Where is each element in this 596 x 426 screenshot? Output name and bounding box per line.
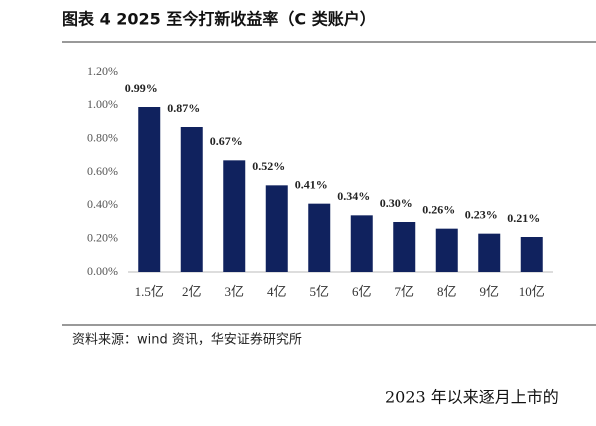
x-tick-label: 6亿: [352, 284, 372, 299]
y-tick-label: 0.40%: [87, 197, 118, 211]
bar: [308, 203, 331, 272]
y-tick-label: 0.60%: [87, 164, 118, 178]
y-tick-label: 0.20%: [87, 230, 118, 244]
x-tick-label: 1.5亿: [135, 284, 164, 299]
y-tick-label: 1.00%: [87, 97, 118, 111]
bar: [180, 127, 203, 272]
x-tick-label: 3亿: [224, 284, 244, 299]
x-tick-label: 4亿: [267, 284, 287, 299]
x-tick-label: 7亿: [394, 284, 414, 299]
x-tick-label: 5亿: [309, 284, 329, 299]
value-label: 0.41%: [295, 177, 328, 191]
x-tick-label: 2亿: [182, 284, 202, 299]
value-label: 0.26%: [422, 202, 455, 216]
value-label: 0.21%: [507, 211, 540, 225]
y-tick-label: 0.00%: [87, 264, 118, 278]
x-tick-label: 8亿: [437, 284, 457, 299]
body-text: 2023 年以来逐月上市的: [385, 388, 559, 407]
value-label: 0.34%: [337, 189, 370, 203]
bar: [393, 222, 416, 272]
source-note: 资料来源：wind 资讯，华安证券研究所: [72, 332, 302, 348]
value-label: 0.23%: [465, 207, 498, 221]
x-tick-label: 10亿: [519, 284, 545, 299]
bar: [435, 228, 458, 272]
bar: [478, 233, 501, 272]
bar: [138, 107, 161, 272]
bar: [520, 237, 543, 272]
value-label: 0.87%: [167, 101, 200, 115]
y-tick-label: 0.80%: [87, 130, 118, 144]
y-tick-label: 1.20%: [87, 64, 118, 78]
value-label: 0.67%: [210, 134, 243, 148]
value-label: 0.52%: [252, 159, 285, 173]
value-label: 0.99%: [125, 81, 158, 95]
figure-title: 图表 4 2025 至今打新收益率（C 类账户）: [62, 10, 376, 29]
bar: [265, 185, 288, 272]
value-label: 0.30%: [380, 196, 413, 210]
bar: [350, 215, 373, 272]
bar: [223, 160, 246, 272]
x-tick-label: 9亿: [479, 284, 499, 299]
